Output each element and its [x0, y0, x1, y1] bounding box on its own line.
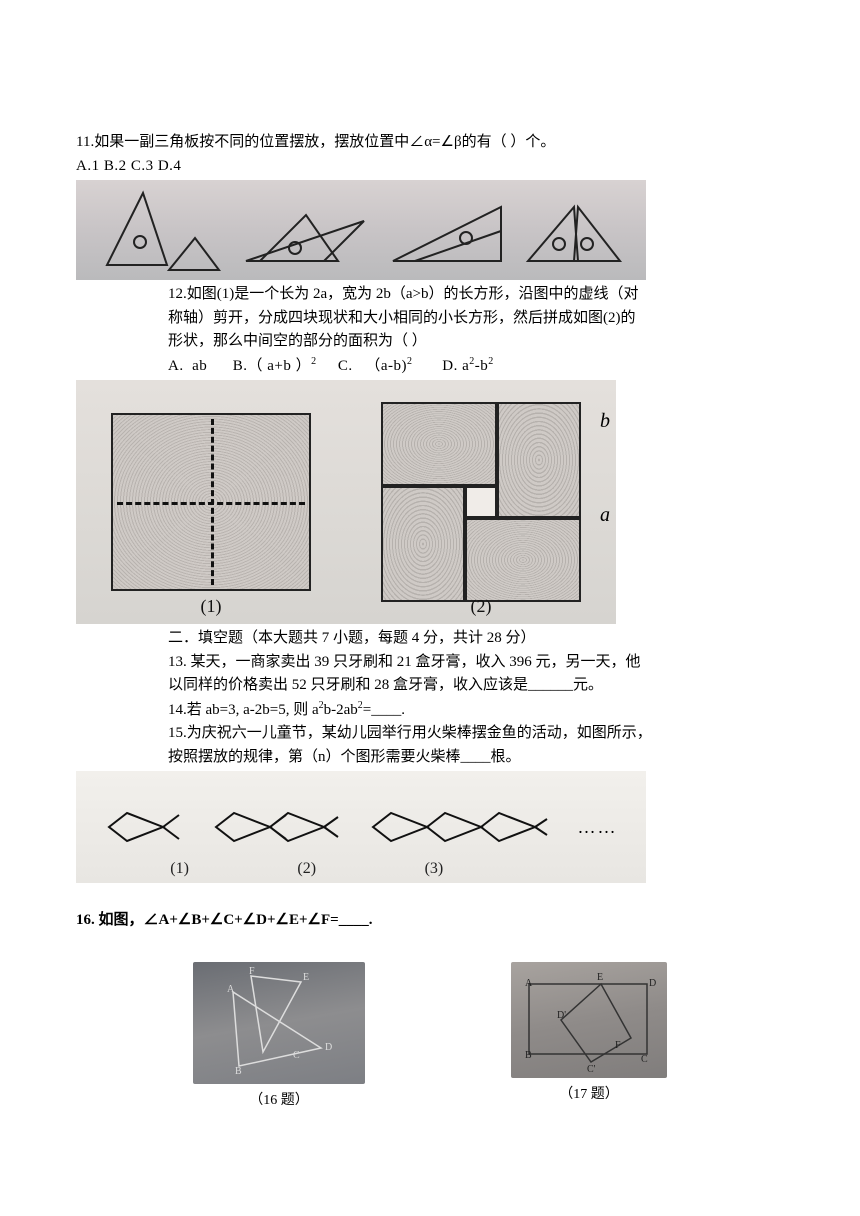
- q12-line1: 12.如图(1)是一个长为 2a，宽为 2b（a>b）的长方形，沿图中的虚线（对: [168, 283, 740, 306]
- svg-text:F: F: [615, 1040, 621, 1051]
- figure-row-16-17: A B C D E F （16 题） A B C D E F D': [120, 962, 740, 1111]
- fig17-box: A B C D E F D' C': [511, 962, 667, 1078]
- q16-text: 16. 如图，∠A+∠B+∠C+∠D+∠E+∠F=____.: [76, 909, 740, 932]
- svg-text:F: F: [249, 966, 255, 977]
- section2-title: 二．填空题（本大题共 7 小题，每题 4 分，共计 28 分）: [168, 627, 740, 650]
- fig17-caption: （17 题）: [511, 1084, 667, 1105]
- q11-options: A.1 B.2 C.3 D.4: [76, 155, 740, 178]
- fish-label-3: (3): [425, 857, 444, 881]
- svg-text:A: A: [227, 984, 235, 995]
- svg-text:C: C: [293, 1050, 300, 1061]
- svg-text:C': C': [587, 1064, 596, 1075]
- svg-text:D: D: [649, 978, 656, 989]
- q12-line2: 称轴）剪开，分成四块现状和大小相同的小长方形，然后拼成如图(2)的: [168, 307, 740, 330]
- svg-text:C: C: [641, 1054, 648, 1065]
- fig16-box: A B C D E F: [193, 962, 365, 1084]
- fish-label-2: (2): [297, 857, 316, 881]
- q12-figure: b a (1) (2): [76, 380, 616, 624]
- svg-text:B: B: [525, 1050, 532, 1061]
- fish-ellipsis: ……: [578, 814, 618, 841]
- q11-figure: [76, 180, 646, 280]
- svg-text:D: D: [325, 1042, 332, 1053]
- q12-line3: 形状，那么中间空的部分的面积为（ ）: [168, 330, 740, 353]
- q15-line2: 按照摆放的规律，第（n）个图形需要火柴棒____根。: [168, 746, 740, 769]
- q15-figure: …… (1) (2) (3): [76, 771, 646, 883]
- q14-text: 14.若 ab=3, a-2b=5, 则 a2b-2ab2=____.: [168, 698, 740, 722]
- label-a: a: [600, 500, 610, 530]
- q12-options: A. ab B.（ a+b ）2 C. （a-b)2 D. a2-b2: [168, 354, 740, 378]
- svg-text:B: B: [235, 1066, 242, 1077]
- label-b: b: [600, 406, 610, 436]
- svg-text:E: E: [597, 972, 603, 983]
- q11-text: 11.如果一副三角板按不同的位置摆放，摆放位置中∠α=∠β的有（ ）个。: [76, 131, 740, 154]
- q13-line2: 以同样的价格卖出 52 只牙刷和 28 盒牙膏，收入应该是______元。: [168, 674, 740, 697]
- svg-text:D': D': [557, 1010, 566, 1021]
- fig12-label1: (1): [201, 593, 222, 620]
- q15-line1: 15.为庆祝六一儿童节，某幼儿园举行用火柴棒摆金鱼的活动，如图所示，: [168, 722, 740, 745]
- q13-line1: 13. 某天，一商家卖出 39 只牙刷和 21 盒牙膏，收入 396 元，另一天…: [168, 651, 740, 674]
- fig12-label2: (2): [471, 593, 492, 620]
- fish-label-1: (1): [170, 857, 189, 881]
- svg-text:E: E: [303, 972, 309, 983]
- fig16-caption: （16 题）: [193, 1090, 365, 1111]
- svg-text:A: A: [525, 978, 533, 989]
